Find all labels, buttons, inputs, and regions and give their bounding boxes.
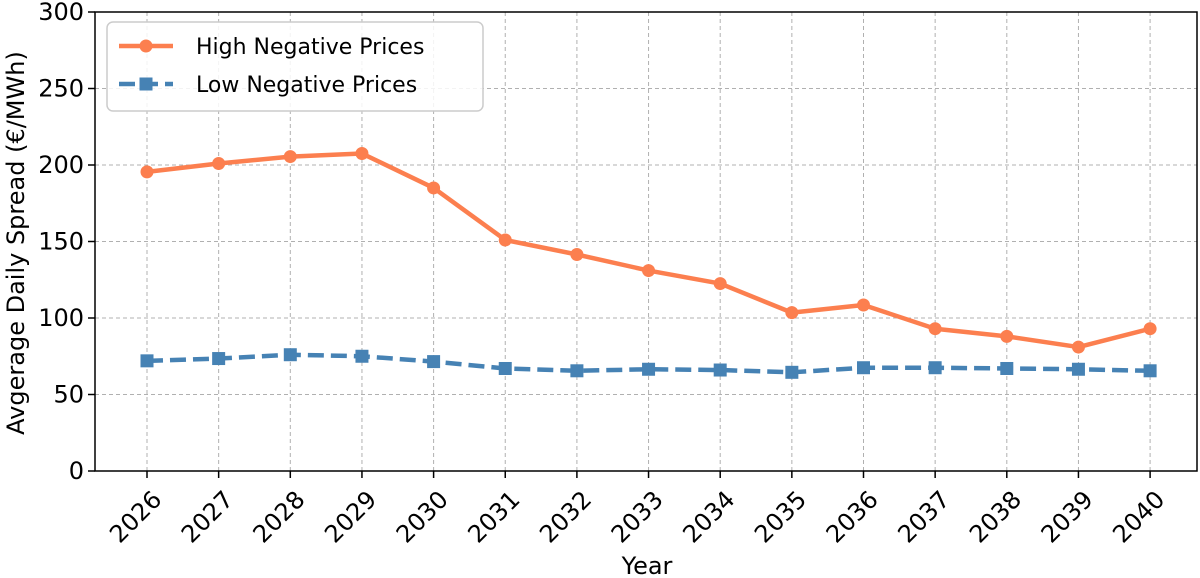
x-tick-label: 2039: [1036, 485, 1099, 548]
y-tick-label: 100: [38, 304, 84, 332]
x-tick-label: 2040: [1107, 485, 1170, 548]
legend-marker: [139, 77, 153, 91]
x-tick-label: 2034: [677, 485, 740, 548]
data-point: [857, 361, 870, 375]
series-high-negative-prices: [140, 147, 1157, 354]
data-point: [1071, 340, 1085, 354]
data-point: [283, 348, 297, 362]
data-point: [427, 181, 441, 195]
x-tick-label: 2030: [391, 485, 454, 548]
data-point: [355, 349, 369, 363]
data-point: [570, 248, 584, 262]
data-point: [570, 364, 584, 378]
data-point: [355, 147, 369, 161]
data-point: [857, 298, 870, 312]
legend-item: High Negative Prices: [119, 35, 424, 60]
x-tick-label: 2027: [176, 485, 239, 548]
x-tick-label: 2028: [248, 485, 311, 548]
x-tick-label: 2033: [606, 485, 669, 548]
x-axis: 2026 2027 2028 2029 2030 2031 2032 2033 2034 2035…: [104, 471, 1170, 548]
data-point: [713, 277, 727, 291]
x-axis-title: Year: [621, 552, 673, 578]
data-point: [1143, 364, 1157, 378]
legend-item: Low Negative Prices: [119, 73, 417, 98]
data-point: [140, 354, 154, 368]
x-tick-label: 2029: [319, 485, 382, 548]
data-point: [785, 365, 799, 379]
y-tick-label: 250: [38, 75, 84, 103]
series-layer: [140, 147, 1157, 379]
y-tick-label: 300: [38, 0, 84, 26]
data-point: [1000, 361, 1014, 375]
x-tick-label: 2031: [463, 485, 526, 548]
x-tick-label: 2026: [104, 485, 167, 548]
legend-marker: [139, 39, 153, 53]
legend: High Negative Prices Low Negative Prices: [106, 21, 484, 112]
data-point: [642, 264, 656, 278]
series-line: [146, 352, 1151, 375]
y-tick-label: 150: [38, 228, 84, 256]
data-point: [212, 156, 226, 170]
x-tick-label: 2032: [534, 485, 597, 548]
y-tick-label: 50: [53, 381, 84, 409]
data-point: [1000, 329, 1014, 343]
x-tick-label: 2038: [964, 485, 1027, 548]
data-point: [283, 150, 297, 164]
x-tick-label: 2036: [821, 485, 884, 548]
x-tick-label: 2035: [749, 485, 812, 548]
data-point: [928, 361, 942, 375]
data-point: [713, 363, 727, 377]
x-tick-label: 2037: [892, 485, 955, 548]
data-point: [140, 165, 154, 179]
y-axis: 0 50 100 150 200 250 300: [38, 0, 95, 485]
data-point: [427, 355, 441, 369]
legend-frame: [106, 21, 484, 112]
data-point: [1071, 362, 1085, 376]
y-tick-label: 0: [69, 457, 84, 485]
y-axis-title: Avgerage Daily Spread (€/MWh): [2, 51, 30, 435]
data-point: [928, 322, 942, 336]
legend-label: High Negative Prices: [196, 35, 424, 60]
data-point: [498, 361, 512, 375]
data-point: [212, 352, 226, 366]
legend-label: Low Negative Prices: [196, 73, 417, 98]
data-point: [785, 306, 799, 320]
series-low-negative-prices: [140, 348, 1157, 379]
data-point: [1143, 322, 1157, 336]
y-tick-label: 200: [38, 151, 84, 179]
data-point: [498, 233, 512, 247]
data-point: [642, 362, 656, 376]
